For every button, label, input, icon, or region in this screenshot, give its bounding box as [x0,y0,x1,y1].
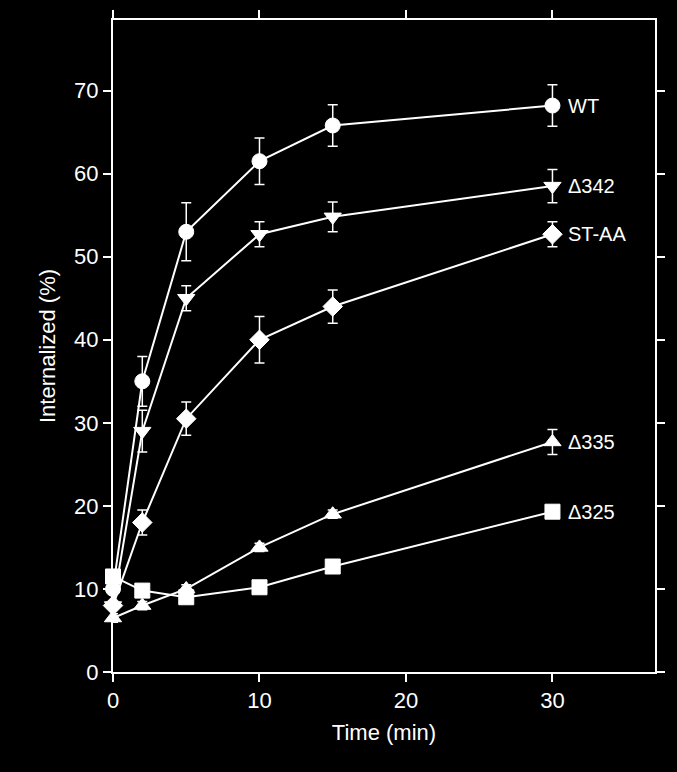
svg-text:40: 40 [74,327,98,352]
svg-text:70: 70 [74,78,98,103]
svg-text:Δ325: Δ325 [568,501,615,523]
svg-text:50: 50 [74,244,98,269]
svg-text:10: 10 [247,688,271,713]
svg-text:10: 10 [74,577,98,602]
svg-text:30: 30 [540,688,564,713]
svg-text:0: 0 [107,688,119,713]
svg-text:60: 60 [74,161,98,186]
svg-text:0: 0 [86,660,98,685]
svg-text:ST-AA: ST-AA [568,223,626,245]
svg-text:Internalized (%): Internalized (%) [35,269,60,423]
svg-text:30: 30 [74,411,98,436]
svg-text:Δ342: Δ342 [568,175,615,197]
svg-text:20: 20 [394,688,418,713]
svg-text:WT: WT [568,95,599,117]
svg-text:20: 20 [74,494,98,519]
svg-text:Time (min): Time (min) [332,720,436,745]
svg-text:Δ335: Δ335 [568,431,615,453]
